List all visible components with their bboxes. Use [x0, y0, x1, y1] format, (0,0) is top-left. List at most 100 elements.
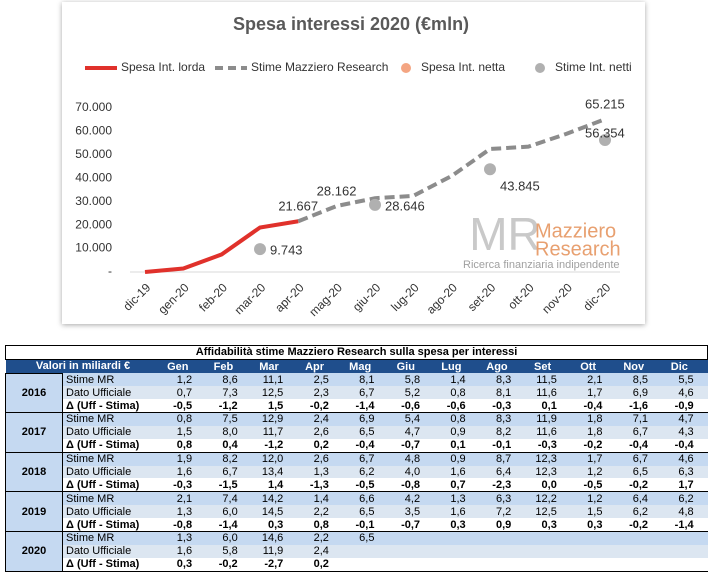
cell: Δ (Uff - Stima) [62, 557, 161, 572]
cell: 0,3 [160, 557, 207, 572]
cell: 6,3 [662, 465, 708, 479]
legend-swatch [401, 63, 411, 73]
cell: 1,4 [434, 373, 480, 387]
cell: 2,5 [297, 373, 343, 387]
cell [570, 557, 617, 572]
cell: -0,8 [160, 518, 207, 532]
cell [570, 531, 617, 545]
legend-label: Stime Mazziero Research [251, 60, 388, 74]
cell: 4,3 [662, 425, 708, 439]
cell: Stime MR [62, 531, 161, 545]
y-tick-label: 50.000 [75, 147, 112, 161]
cell: 0,3 [434, 518, 480, 532]
cell: 1,2 [570, 491, 617, 506]
x-tick-label: ott-20 [505, 280, 537, 312]
cell: 1,7 [570, 386, 617, 400]
cell: 2,1 [570, 373, 617, 387]
cell: Mag [342, 359, 389, 374]
cell: -0,6 [434, 399, 480, 413]
cell [662, 531, 708, 545]
cell: 1,4 [297, 491, 343, 506]
cell: -0,2 [616, 478, 663, 493]
row: 2016 Stime MR 1,2 8,6 11,1 2,5 8,1 5,8 1,4 8,3 11,… [5, 372, 708, 413]
cell: 0,7 [160, 386, 207, 400]
x-tick-label: mag-20 [306, 280, 345, 319]
row: Dato Ufficiale 1,3 6,0 14,5 2,2 6,5 3,5 1,6 7,2 1… [6, 505, 708, 519]
cell: 0,3 [251, 518, 298, 532]
row: Δ (Uff - Stima) -0,3 -1,5 1,4 -1,3 -0,5 -0,8 0,… [6, 478, 708, 493]
data-label: 28.646 [385, 198, 425, 213]
cell: 4,6 [662, 452, 708, 466]
legend-swatch [535, 63, 545, 73]
cell: 4,8 [388, 452, 435, 466]
cell: 0,8 [434, 386, 480, 400]
cell: 8,6 [206, 373, 252, 387]
cell: 1,2 [160, 373, 207, 387]
cell: Ott [570, 359, 617, 374]
cell [616, 557, 663, 572]
cell: 2019 [5, 491, 63, 532]
point [484, 163, 496, 176]
cell: -0,4 [570, 399, 617, 413]
cell: -0,4 [342, 438, 389, 453]
cell [342, 557, 389, 572]
cell: 0,7 [434, 478, 480, 493]
cell: Stime MR [62, 373, 161, 387]
cell: 5,2 [388, 386, 435, 400]
row: Δ (Uff - Stima) 0,3 -0,2 -2,7 0,2 [6, 557, 708, 572]
cell: Mar [251, 359, 298, 374]
cell [479, 531, 526, 545]
watermark-tagline: Ricerca finanziaria indipendente [463, 259, 620, 271]
cell [525, 531, 571, 545]
cell [525, 557, 571, 572]
cell: 11,6 [525, 386, 571, 400]
cell: 6,7 [206, 465, 252, 479]
cell: 2,2 [297, 505, 343, 519]
cell: 14,5 [251, 505, 298, 519]
cell: 12,0 [251, 452, 298, 466]
watermark-name: Mazziero [535, 220, 616, 242]
cell: 2,2 [297, 531, 343, 545]
row: 2018 Stime MR 1,9 8,2 12,0 2,6 6,7 4,8 0,9 8,7 12,… [5, 451, 708, 493]
cell: -0,6 [388, 399, 435, 413]
cell: 0,1 [525, 399, 571, 413]
cell: 1,7 [570, 452, 617, 466]
cell: 5,4 [388, 412, 435, 426]
x-tick-label: lug-20 [388, 280, 422, 314]
cell: Lug [434, 359, 480, 374]
point [369, 198, 381, 211]
cell: 12,9 [251, 412, 298, 426]
cell: Δ (Uff - Stima) [62, 478, 161, 493]
cell: 6,9 [342, 412, 389, 426]
cell: 11,6 [525, 425, 571, 439]
legend-label: Spesa Int. netta [421, 60, 505, 74]
y-tick-label: - [108, 264, 112, 278]
chart: Spesa interessi 2020 (€mln) MR Mazziero … [75, 14, 631, 319]
cell: 1,6 [160, 544, 207, 558]
cell: -1,6 [616, 399, 663, 413]
x-tick-label: feb-20 [196, 280, 230, 314]
cell: Apr [297, 359, 343, 374]
cell: 0,1 [434, 438, 480, 453]
cell: Affidabilità stime Mazziero Research sul… [4, 345, 709, 360]
cell: -1,5 [206, 478, 252, 493]
cell: -0,3 [160, 478, 207, 493]
row: Dato Ufficiale 1,6 5,8 11,9 2,4 [6, 544, 708, 558]
point [599, 133, 611, 146]
cell: 12,5 [251, 386, 298, 400]
y-tick-label: 10.000 [75, 241, 112, 255]
cell: 8,2 [206, 452, 252, 466]
cell: 7,5 [206, 412, 252, 426]
cell: 1,6 [160, 465, 207, 479]
cell: -0,9 [662, 399, 708, 413]
cell: Dato Ufficiale [62, 465, 161, 479]
cell: 11,7 [251, 425, 298, 439]
cell [388, 531, 435, 545]
cell: -0,8 [388, 478, 435, 493]
cell: 14,6 [251, 531, 298, 545]
cell: 0,3 [570, 518, 617, 532]
cell: 0,3 [525, 518, 571, 532]
cell: -0,1 [342, 518, 389, 532]
data-label: 9.743 [270, 243, 303, 258]
